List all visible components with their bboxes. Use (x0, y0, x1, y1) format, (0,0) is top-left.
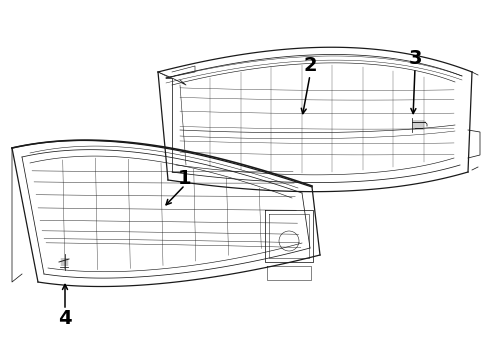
Text: 2: 2 (303, 55, 317, 75)
Text: 1: 1 (178, 168, 192, 188)
Text: 4: 4 (58, 309, 72, 328)
Text: 3: 3 (408, 49, 422, 68)
